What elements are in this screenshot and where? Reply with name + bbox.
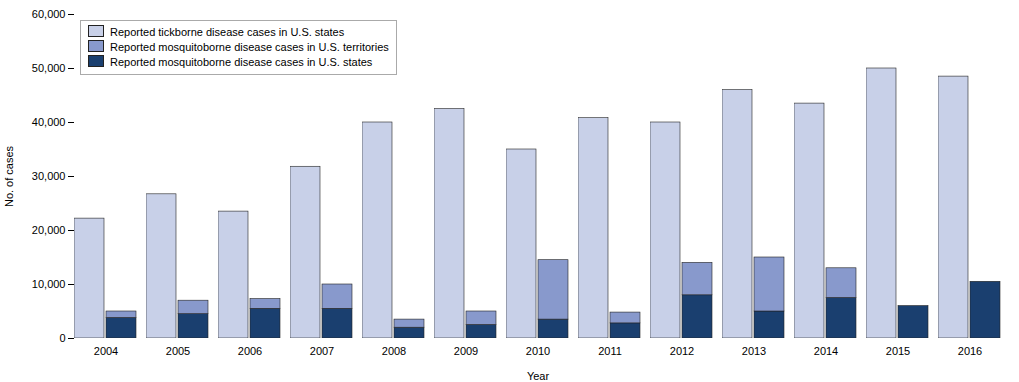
svg-text:2007: 2007 [310,345,334,357]
svg-text:10,000: 10,000 [32,278,66,290]
svg-text:2011: 2011 [598,345,622,357]
svg-text:2015: 2015 [886,345,910,357]
svg-text:2008: 2008 [382,345,406,357]
svg-text:No. of cases: No. of cases [3,145,15,207]
html-text:Reported mosquitoborne disease: Reported mosquitoborne disease cases in … [110,41,389,53]
svg-text:0: 0 [59,332,65,344]
svg-text:2014: 2014 [814,345,838,357]
svg-text:2010: 2010 [526,345,550,357]
html-text:Reported tickborne disease cas: Reported tickborne disease cases in U.S.… [110,26,345,38]
svg-text:2013: 2013 [742,345,766,357]
svg-text:30,000: 30,000 [32,170,66,182]
svg-text:2012: 2012 [670,345,694,357]
svg-text:60,000: 60,000 [32,8,66,20]
svg-text:Year: Year [527,370,550,382]
svg-text:40,000: 40,000 [32,116,66,128]
svg-text:20,000: 20,000 [32,224,66,236]
svg-text:2006: 2006 [238,345,262,357]
svg-text:2004: 2004 [94,345,118,357]
svg-text:2016: 2016 [958,345,982,357]
svg-text:50,000: 50,000 [32,62,66,74]
svg-text:2009: 2009 [454,345,478,357]
html-text:Reported mosquitoborne disease: Reported mosquitoborne disease cases in … [110,56,373,68]
svg-text:2005: 2005 [166,345,190,357]
